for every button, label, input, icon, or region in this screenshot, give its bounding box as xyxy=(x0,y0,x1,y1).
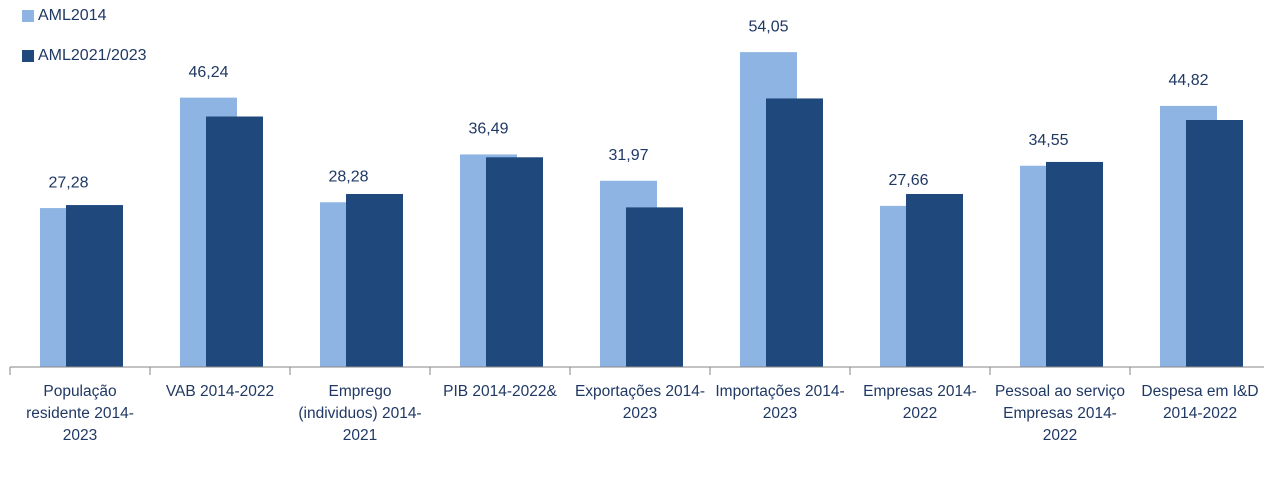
bar xyxy=(906,193,963,367)
bar xyxy=(1186,120,1243,367)
data-label: 46,24 xyxy=(188,64,228,81)
data-label: 36,49 xyxy=(468,121,508,138)
data-label: 34,55 xyxy=(1028,132,1068,149)
bar xyxy=(1046,161,1103,367)
x-tick-label: Despesa em I&D 2014-2022 xyxy=(1141,383,1259,422)
data-label: 27,66 xyxy=(888,172,928,189)
bar xyxy=(766,98,823,367)
data-label: 27,28 xyxy=(48,174,88,191)
x-tick-label: Exportações 2014-2023 xyxy=(574,383,706,422)
x-tick-label: Pessoal ao serviço Empresas 2014-2022 xyxy=(994,383,1126,444)
bar xyxy=(486,157,543,367)
bar xyxy=(206,116,263,367)
x-tick-label: Empresas 2014-2022 xyxy=(863,383,977,422)
bar xyxy=(66,205,123,367)
legend-label: AML2014 xyxy=(38,7,107,24)
data-label: 28,28 xyxy=(328,168,368,185)
legend-swatch xyxy=(22,10,34,22)
data-label: 54,05 xyxy=(748,18,788,35)
x-tick-label: População residente 2014-2023 xyxy=(26,383,134,444)
bar xyxy=(346,193,403,367)
data-label: 31,97 xyxy=(608,147,648,164)
x-tick-label: VAB 2014-2022 xyxy=(165,383,275,400)
x-tick-label: Emprego (individuos) 2014-2021 xyxy=(298,383,422,444)
x-tick-label: Importações 2014-2023 xyxy=(715,383,845,422)
legend-label: AML2021/2023 xyxy=(38,47,147,64)
legend-swatch xyxy=(22,50,34,62)
data-label: 44,82 xyxy=(1168,72,1208,89)
x-tick-label: PIB 2014-2022& xyxy=(443,383,557,400)
bar xyxy=(626,207,683,367)
